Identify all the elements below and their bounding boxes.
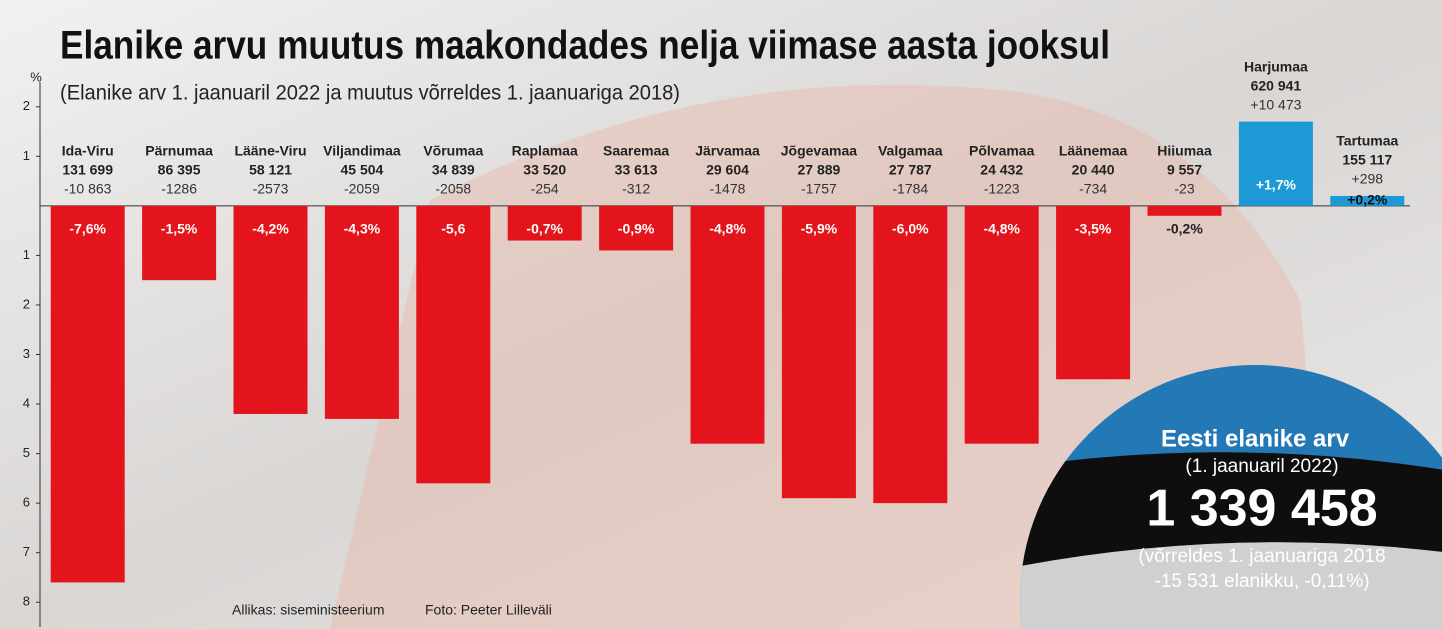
- bar: [233, 205, 308, 414]
- value-label: -3,5%: [1075, 221, 1112, 237]
- bar: [50, 205, 125, 583]
- bar: [599, 205, 674, 251]
- value-label: -7,6%: [69, 221, 106, 237]
- population-label: 34 839: [432, 162, 475, 178]
- value-label: -4,2%: [252, 221, 289, 237]
- population-label: 33 613: [615, 162, 658, 178]
- chart-subtitle: (Elanike arv 1. jaanuaril 2022 ja muutus…: [60, 82, 680, 105]
- value-label: -5,6: [441, 221, 465, 237]
- bar: [1238, 121, 1313, 206]
- change-label: -10 863: [64, 181, 112, 197]
- change-label: -23: [1174, 181, 1194, 197]
- change-label: +298: [1352, 171, 1384, 187]
- y-tick-label: 6: [23, 495, 30, 510]
- population-label: 33 520: [523, 162, 566, 178]
- value-label: -1,5%: [161, 221, 198, 237]
- bar: [781, 205, 856, 499]
- category-label: Võrumaa: [423, 143, 483, 159]
- total-note: -15 531 elanikku, -0,11%): [1154, 571, 1369, 592]
- value-label: +1,7%: [1256, 177, 1297, 193]
- value-label: -4,8%: [983, 221, 1020, 237]
- y-tick-label: 4: [23, 395, 30, 410]
- bar: [1330, 195, 1405, 206]
- bar: [142, 205, 217, 281]
- change-label: +10 473: [1250, 96, 1301, 112]
- population-label: 620 941: [1251, 77, 1302, 93]
- population-label: 86 395: [158, 162, 201, 178]
- change-label: -1757: [801, 181, 837, 197]
- photo-credit: Foto: Peeter Lilleväli: [425, 602, 552, 618]
- change-label: -312: [622, 181, 650, 197]
- category-label: Jõgevamaa: [781, 143, 857, 159]
- population-label: 9 557: [1167, 162, 1202, 178]
- population-label: 58 121: [249, 162, 292, 178]
- category-label: Hiiumaa: [1157, 143, 1212, 159]
- category-label: Viljandimaa: [323, 143, 401, 159]
- value-label: -0,2%: [1166, 220, 1203, 236]
- total-value: 1 339 458: [1146, 480, 1377, 538]
- y-tick-label: 2: [23, 296, 30, 311]
- value-label: -0,9%: [618, 221, 655, 237]
- chart-title: Elanike arvu muutus maakondades nelja vi…: [60, 24, 1110, 68]
- bar: [690, 205, 765, 444]
- total-note: (võrreldes 1. jaanuariga 2018: [1138, 546, 1385, 567]
- category-label: Lääne-Viru: [234, 143, 306, 159]
- bar: [1147, 205, 1222, 216]
- y-tick-label: 2: [23, 98, 30, 113]
- category-label: Valgamaa: [878, 143, 943, 159]
- value-label: +0,2%: [1347, 192, 1388, 208]
- bar: [507, 205, 582, 241]
- total-title: Eesti elanike arv: [1161, 425, 1350, 452]
- category-label: Läänemaa: [1059, 143, 1128, 159]
- value-label: -6,0%: [892, 221, 929, 237]
- population-label: 45 504: [340, 162, 383, 178]
- population-label: 24 432: [980, 162, 1023, 178]
- change-label: -2059: [344, 181, 380, 197]
- bar: [324, 205, 399, 419]
- y-tick-label: 1: [23, 148, 30, 163]
- change-label: -2573: [253, 181, 289, 197]
- value-label: -4,3%: [344, 221, 381, 237]
- change-label: -1478: [710, 181, 746, 197]
- category-label: Raplamaa: [512, 143, 578, 159]
- category-label: Järvamaa: [695, 143, 760, 159]
- population-label: 27 889: [797, 162, 840, 178]
- y-tick-label: 3: [23, 346, 30, 361]
- population-label: 27 787: [889, 162, 932, 178]
- source: Allikas: siseministeerium: [232, 602, 384, 618]
- population-label: 155 117: [1342, 152, 1392, 168]
- y-tick-label: 1: [23, 247, 30, 262]
- category-label: Saaremaa: [603, 143, 669, 159]
- bar: [1056, 205, 1131, 380]
- category-label: Harjumaa: [1244, 58, 1308, 74]
- change-label: -2058: [435, 181, 471, 197]
- category-label: Põlvamaa: [969, 143, 1035, 159]
- category-label: Tartumaa: [1336, 133, 1398, 149]
- y-tick-label: 8: [23, 594, 30, 609]
- value-label: -4,8%: [709, 221, 746, 237]
- total-date: (1. jaanuaril 2022): [1185, 456, 1338, 477]
- category-label: Pärnumaa: [145, 143, 213, 159]
- y-axis-label: %: [30, 69, 42, 84]
- change-label: -1784: [892, 181, 928, 197]
- value-label: -5,9%: [801, 221, 838, 237]
- category-label: Ida-Viru: [62, 143, 114, 159]
- change-label: -254: [531, 181, 559, 197]
- population-label: 131 699: [62, 162, 113, 178]
- population-label: 20 440: [1072, 162, 1115, 178]
- population-label: 29 604: [706, 162, 749, 178]
- change-label: -1223: [984, 181, 1020, 197]
- bar: [416, 205, 491, 484]
- y-tick-label: 5: [23, 445, 30, 460]
- bar: [873, 205, 948, 504]
- bar: [964, 205, 1039, 444]
- change-label: -1286: [161, 181, 197, 197]
- value-label: -0,7%: [526, 221, 563, 237]
- y-tick-label: 7: [23, 544, 30, 559]
- change-label: -734: [1079, 181, 1107, 197]
